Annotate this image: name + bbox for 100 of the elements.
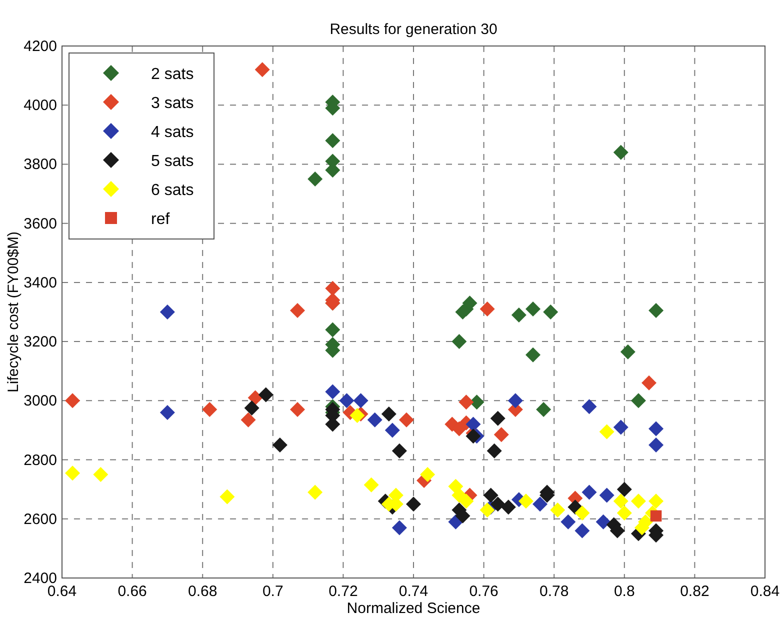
- point: [350, 408, 365, 423]
- x-tick-label: 0.7: [262, 583, 284, 600]
- point: [325, 384, 340, 400]
- point: [536, 402, 552, 418]
- point: [599, 424, 614, 440]
- point: [325, 280, 340, 296]
- point: [353, 393, 368, 408]
- legend-label: 2 sats: [151, 66, 194, 83]
- x-tick-label: 0.66: [118, 583, 147, 600]
- point: [93, 467, 108, 482]
- point: [574, 523, 590, 538]
- point: [620, 344, 636, 360]
- point: [367, 412, 382, 428]
- point: [220, 489, 235, 504]
- y-tick-label: 3600: [24, 215, 57, 232]
- x-tick-label: 0.72: [328, 583, 358, 600]
- point: [406, 496, 421, 512]
- point: [518, 494, 534, 509]
- point: [325, 322, 340, 338]
- x-tick-label: 0.78: [540, 583, 569, 600]
- point: [511, 307, 526, 322]
- y-tick-label: 3400: [24, 274, 57, 292]
- point: [648, 421, 664, 436]
- x-tick-label: 0.74: [398, 583, 428, 600]
- point: [616, 482, 632, 497]
- point: [574, 505, 590, 520]
- point: [616, 505, 632, 520]
- point: [494, 427, 509, 442]
- y-tick-label: 3000: [24, 392, 57, 410]
- x-axis-title: Normalized Science: [346, 600, 480, 617]
- y-tick-label: 3200: [24, 334, 57, 351]
- point: [248, 390, 263, 406]
- point: [648, 494, 664, 509]
- point: [490, 410, 506, 426]
- point: [65, 393, 80, 408]
- legend-label: 5 sats: [151, 153, 194, 170]
- point: [543, 304, 558, 320]
- y-tick-label: 2600: [24, 510, 57, 528]
- point: [258, 387, 274, 402]
- point: [65, 466, 80, 481]
- point: [420, 467, 436, 482]
- point: [613, 420, 628, 435]
- point: [630, 494, 646, 509]
- point: [458, 494, 474, 509]
- point: [582, 399, 597, 414]
- y-tick-label: 4200: [24, 38, 57, 55]
- point: [458, 394, 474, 410]
- legend-label: 4 sats: [151, 124, 194, 141]
- point: [648, 438, 664, 452]
- point: [613, 144, 628, 160]
- point: [381, 406, 396, 422]
- point: [240, 412, 256, 428]
- point: [364, 477, 379, 492]
- point: [254, 62, 270, 78]
- point: [508, 393, 523, 408]
- point: [160, 404, 175, 420]
- y-axis-title: Lifecycle cost (FY00$M): [5, 232, 22, 392]
- point: [613, 494, 628, 509]
- point: [466, 428, 481, 444]
- point: [392, 443, 407, 458]
- point: [500, 500, 516, 515]
- point: [466, 416, 481, 432]
- point: [526, 302, 541, 317]
- legend-label: 6 sats: [151, 182, 194, 199]
- point: [384, 422, 400, 438]
- x-tick-label: 0.76: [469, 583, 498, 600]
- point: [325, 133, 340, 148]
- point: [532, 496, 548, 512]
- point: [308, 484, 323, 500]
- point: [526, 347, 541, 362]
- point: [160, 304, 175, 320]
- point: [550, 502, 566, 518]
- point: [486, 443, 502, 458]
- point: [202, 402, 218, 418]
- chart-title: Results for generation 30: [330, 21, 498, 38]
- legend-label: ref: [151, 211, 170, 228]
- x-tick-label: 0.68: [188, 583, 218, 600]
- point: [244, 400, 260, 416]
- point: [560, 514, 576, 530]
- point: [596, 514, 611, 530]
- point: [272, 438, 288, 452]
- y-tick-label: 4000: [24, 97, 57, 114]
- point: [308, 172, 323, 186]
- point: [599, 488, 614, 503]
- point: [642, 375, 657, 390]
- point: [650, 510, 662, 522]
- point: [490, 496, 506, 512]
- y-tick-label: 2800: [24, 452, 57, 469]
- legend-label: 3 sats: [151, 95, 194, 112]
- point: [480, 502, 495, 518]
- point: [452, 334, 467, 350]
- point: [480, 302, 495, 317]
- point: [290, 402, 306, 418]
- point: [630, 393, 646, 408]
- y-tick-label: 3800: [24, 156, 57, 174]
- point: [648, 303, 664, 318]
- point: [582, 484, 597, 500]
- point: [398, 412, 414, 428]
- x-tick-label: 0.82: [680, 583, 710, 600]
- point: [290, 303, 306, 318]
